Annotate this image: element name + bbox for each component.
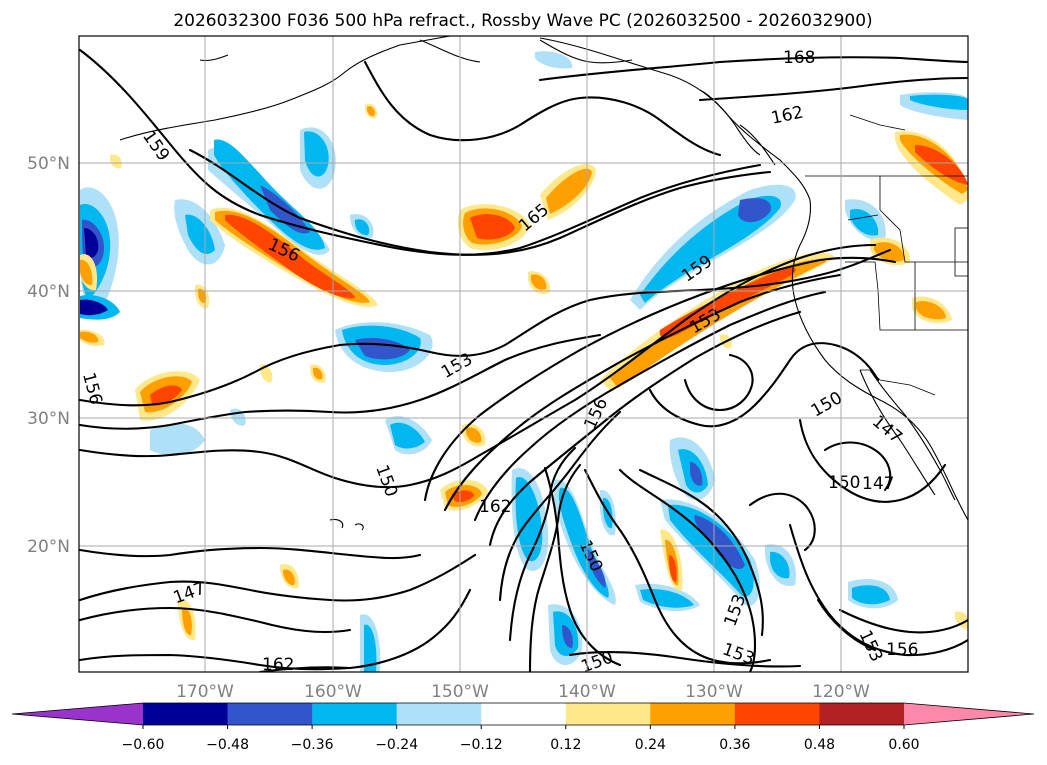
colorbar-swatch: [227, 703, 313, 725]
colorbar-swatch: [396, 703, 482, 725]
contour-label: 168: [783, 48, 815, 68]
map-frame: [78, 35, 969, 673]
colorbar-swatch: [565, 703, 651, 725]
colorbar-swatch: [481, 703, 567, 725]
lat-label: 40°N: [27, 282, 70, 302]
colorbar-swatch: [650, 703, 736, 725]
colorbar-tick-label: 0.36: [719, 737, 750, 753]
colorbar-swatch: [143, 703, 229, 725]
colorbar-tick-label: −0.36: [291, 737, 334, 753]
latitude-labels: 50°N 40°N 30°N 20°N: [27, 154, 70, 557]
lon-label: 130°W: [685, 682, 743, 702]
colorbar-tick-label: −0.60: [122, 737, 165, 753]
lat-label: 50°N: [27, 154, 70, 174]
colorbar-extend-min: [12, 703, 143, 725]
lon-label: 160°W: [304, 682, 362, 702]
lon-label: 140°W: [558, 682, 616, 702]
colorbar-tick-label: 0.48: [804, 737, 835, 753]
colorbar-swatch: [819, 703, 905, 725]
lat-label: 20°N: [27, 537, 70, 557]
map-area: 168 162 159 165 156 159 153 153 156 156 …: [78, 35, 969, 675]
gridlines: [79, 36, 968, 672]
height-contours: [79, 48, 968, 672]
contour-label: 156: [886, 640, 918, 660]
lon-label: 120°W: [812, 682, 870, 702]
map-title: 2026032300 F036 500 hPa refract., Rossby…: [173, 11, 872, 31]
lon-label: 150°W: [431, 682, 489, 702]
colorbar-tick-label: 0.60: [888, 737, 919, 753]
colorbar-tick-label: −0.24: [375, 737, 418, 753]
contour-label: 147: [862, 474, 894, 494]
borders: [805, 114, 968, 396]
colorbar-extend-max: [904, 703, 1034, 725]
colorbar-tick-label: 0.24: [635, 737, 666, 753]
colorbar-swatch: [734, 703, 820, 725]
colorbar-swatch: [312, 703, 398, 725]
coastlines: [119, 36, 968, 531]
colorbar-tick-label: −0.12: [460, 737, 503, 753]
longitude-labels: 170°W 160°W 150°W 140°W 130°W 120°W: [176, 682, 870, 702]
contour-label: 150: [828, 473, 860, 493]
lon-label: 170°W: [176, 682, 234, 702]
colorbar-tick-label: 0.12: [550, 737, 581, 753]
lat-label: 30°N: [27, 409, 70, 429]
contour-label: 162: [479, 497, 511, 517]
colorbar: −0.60 −0.48 −0.36 −0.24 −0.12 0.12 0.24 0.36 0.4…: [11, 702, 1035, 753]
contour-label: 162: [262, 655, 294, 675]
colorbar-tick-label: −0.48: [206, 737, 249, 753]
